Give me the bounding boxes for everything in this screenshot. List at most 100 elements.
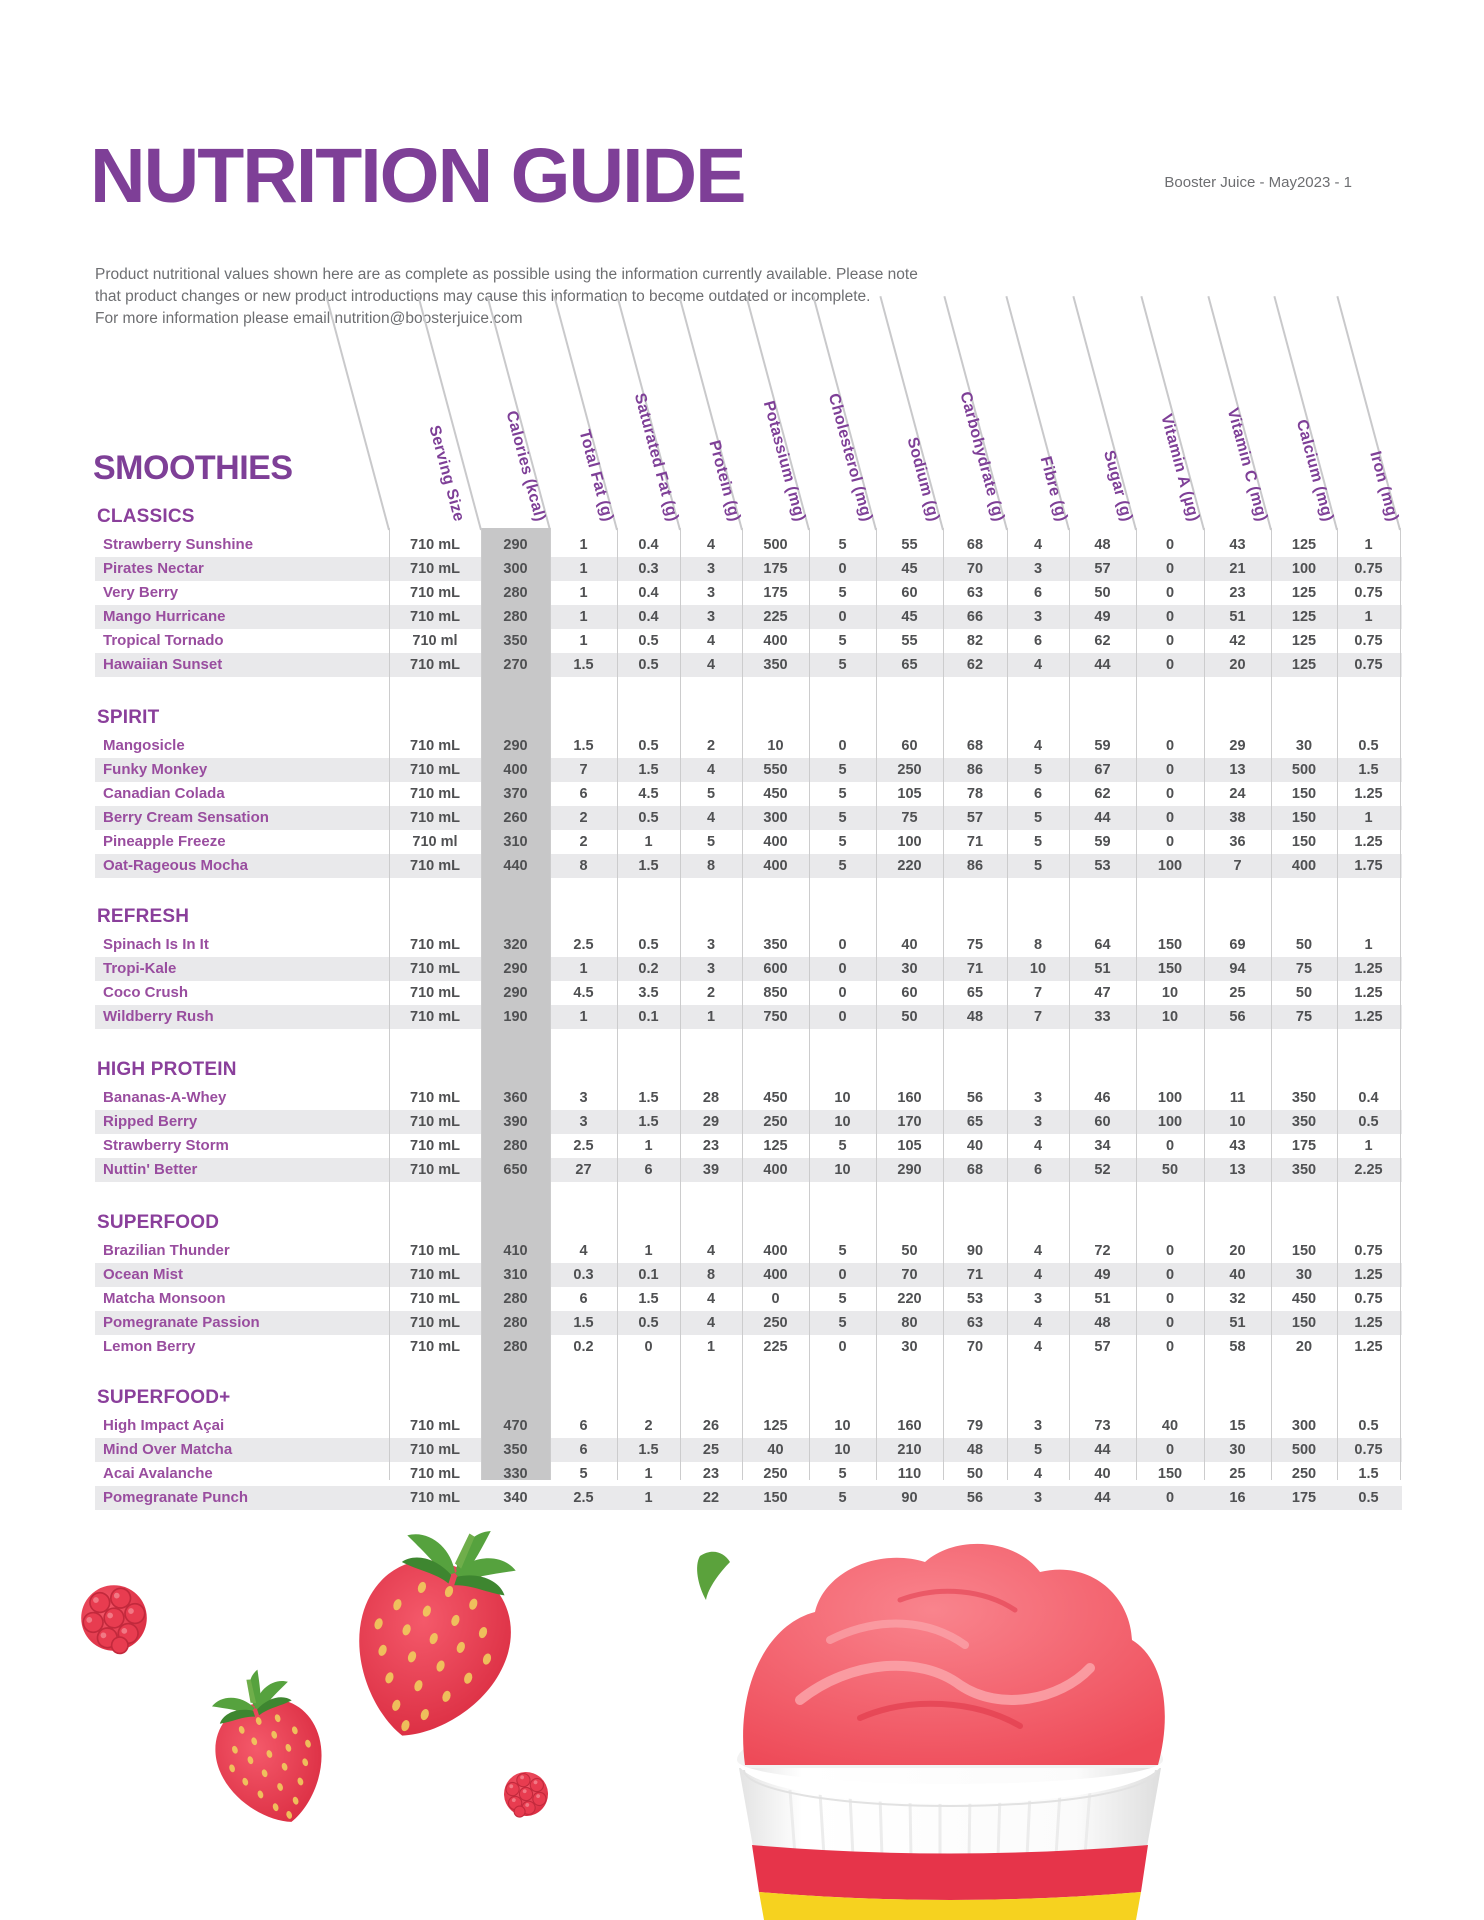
- value-cell: 80: [901, 1315, 918, 1331]
- value-cell: 290: [503, 961, 528, 977]
- value-cell: 0: [838, 1009, 847, 1025]
- value-cell: 5: [838, 1138, 847, 1154]
- product-name: Strawberry Storm: [103, 1137, 229, 1154]
- value-cell: 280: [503, 1315, 528, 1331]
- column-grid-line: [1271, 528, 1272, 1480]
- value-cell: 0: [644, 1339, 653, 1355]
- value-cell: 1.75: [1354, 858, 1383, 874]
- value-cell: 0.2: [638, 961, 659, 977]
- value-cell: 24: [1229, 786, 1246, 802]
- value-cell: 6: [1033, 585, 1043, 601]
- value-cell: 125: [1291, 657, 1317, 673]
- table-row: Strawberry Storm 710 mL 280 2.5 1 23 125 5 105 40…: [95, 1134, 1402, 1158]
- value-cell: 48: [966, 1009, 984, 1025]
- table-row: Ripped Berry 710 mL 390 3 1.5 29 250 10 170 65 3 60…: [95, 1110, 1402, 1134]
- value-cell: 0: [1165, 810, 1175, 826]
- value-cell: 4: [1033, 537, 1043, 553]
- value-cell: 340: [503, 1490, 528, 1506]
- section-header: REFRESH: [97, 906, 190, 927]
- table-row: Pomegranate Punch 710 mL 340 2.5 1 22 150 5 90 56…: [95, 1486, 1402, 1510]
- value-cell: 75: [901, 810, 918, 826]
- value-cell: 1.5: [638, 762, 659, 778]
- value-cell: 0: [1165, 609, 1175, 625]
- value-cell: 350: [503, 633, 528, 649]
- raspberry-image: [74, 1578, 155, 1661]
- value-cell: 0: [1165, 633, 1175, 649]
- table-row: Pomegranate Passion 710 mL 280 1.5 0.5 4 250 5 8…: [95, 1311, 1402, 1335]
- product-name: Spinach Is In It: [103, 936, 209, 953]
- value-cell: 50: [901, 1243, 918, 1259]
- value-cell: 110: [897, 1466, 922, 1482]
- table-row: Nuttin' Better 710 mL 650 27 6 39 400 10 290 68 6 5…: [95, 1158, 1402, 1182]
- intro-line: Product nutritional values shown here ar…: [95, 266, 918, 283]
- value-cell: 4: [1033, 1315, 1043, 1331]
- value-cell: 70: [966, 561, 984, 577]
- value-cell: 250: [763, 1315, 788, 1331]
- value-cell: 5: [838, 1315, 847, 1331]
- value-cell: 25: [1229, 985, 1246, 1001]
- value-cell: 710 mL: [410, 1339, 460, 1355]
- value-cell: 3: [706, 961, 716, 977]
- value-cell: 7: [1033, 1009, 1043, 1025]
- value-cell: 44: [1094, 1490, 1111, 1506]
- column-grid-line: [481, 528, 482, 1480]
- value-cell: 1: [1364, 609, 1373, 625]
- value-cell: 3: [1033, 1291, 1043, 1307]
- value-cell: 68: [966, 1162, 984, 1178]
- value-cell: 0.1: [638, 1267, 659, 1283]
- value-cell: 46: [1094, 1090, 1111, 1106]
- value-cell: 370: [503, 786, 528, 802]
- product-name: Funky Monkey: [103, 761, 208, 778]
- value-cell: 1.5: [1358, 1466, 1379, 1482]
- value-cell: 3: [706, 561, 716, 577]
- value-cell: 280: [503, 1339, 528, 1355]
- value-cell: 390: [503, 1114, 528, 1130]
- value-cell: 710 mL: [410, 1243, 460, 1259]
- value-cell: 0.5: [1358, 738, 1379, 754]
- value-cell: 3: [579, 1090, 588, 1106]
- value-cell: 0: [1165, 1243, 1175, 1259]
- product-name: Coco Crush: [103, 984, 189, 1001]
- product-name: Hawaiian Sunset: [103, 656, 223, 673]
- value-cell: 250: [763, 1466, 788, 1482]
- table-row: Mind Over Matcha 710 mL 350 6 1.5 25 40 10 210 48…: [95, 1438, 1402, 1462]
- value-cell: 45: [901, 609, 918, 625]
- value-cell: 2: [706, 738, 716, 754]
- product-name: Mind Over Matcha: [103, 1441, 233, 1458]
- value-cell: 32: [1229, 1291, 1246, 1307]
- product-name: Very Berry: [103, 584, 179, 601]
- value-cell: 5: [838, 762, 847, 778]
- table-row: Acai Avalanche 710 mL 330 5 1 23 250 5 110 50 4 40 1…: [95, 1462, 1402, 1486]
- value-cell: 53: [1094, 858, 1111, 874]
- value-cell: 1: [579, 633, 588, 649]
- value-cell: 1: [1364, 537, 1373, 553]
- value-cell: 1: [644, 1466, 653, 1482]
- value-cell: 600: [763, 961, 788, 977]
- value-cell: 100: [1157, 1090, 1183, 1106]
- value-cell: 69: [1229, 937, 1246, 953]
- product-name: Lemon Berry: [103, 1338, 196, 1355]
- value-cell: 5: [838, 633, 847, 649]
- value-cell: 3: [1033, 561, 1043, 577]
- value-cell: 250: [1291, 1466, 1317, 1482]
- section-header: SPIRIT: [97, 707, 160, 728]
- value-cell: 20: [1229, 657, 1246, 673]
- value-cell: 86: [966, 858, 984, 874]
- value-cell: 710 mL: [410, 810, 460, 826]
- value-cell: 2: [644, 1418, 653, 1434]
- value-cell: 28: [702, 1090, 720, 1106]
- value-cell: 2: [579, 834, 588, 850]
- value-cell: 5: [1033, 858, 1043, 874]
- value-cell: 0.4: [638, 585, 659, 601]
- value-cell: 10: [834, 1162, 851, 1178]
- value-cell: 1.25: [1354, 1267, 1383, 1283]
- value-cell: 125: [763, 1138, 788, 1154]
- value-cell: 5: [838, 537, 847, 553]
- value-cell: 5: [838, 585, 847, 601]
- intro-line: that product changes or new product intr…: [95, 288, 871, 305]
- value-cell: 350: [503, 1442, 528, 1458]
- value-cell: 30: [1295, 738, 1313, 754]
- page-title: NUTRITION GUIDE: [90, 133, 746, 219]
- value-cell: 5: [838, 1490, 847, 1506]
- value-cell: 0.4: [638, 609, 659, 625]
